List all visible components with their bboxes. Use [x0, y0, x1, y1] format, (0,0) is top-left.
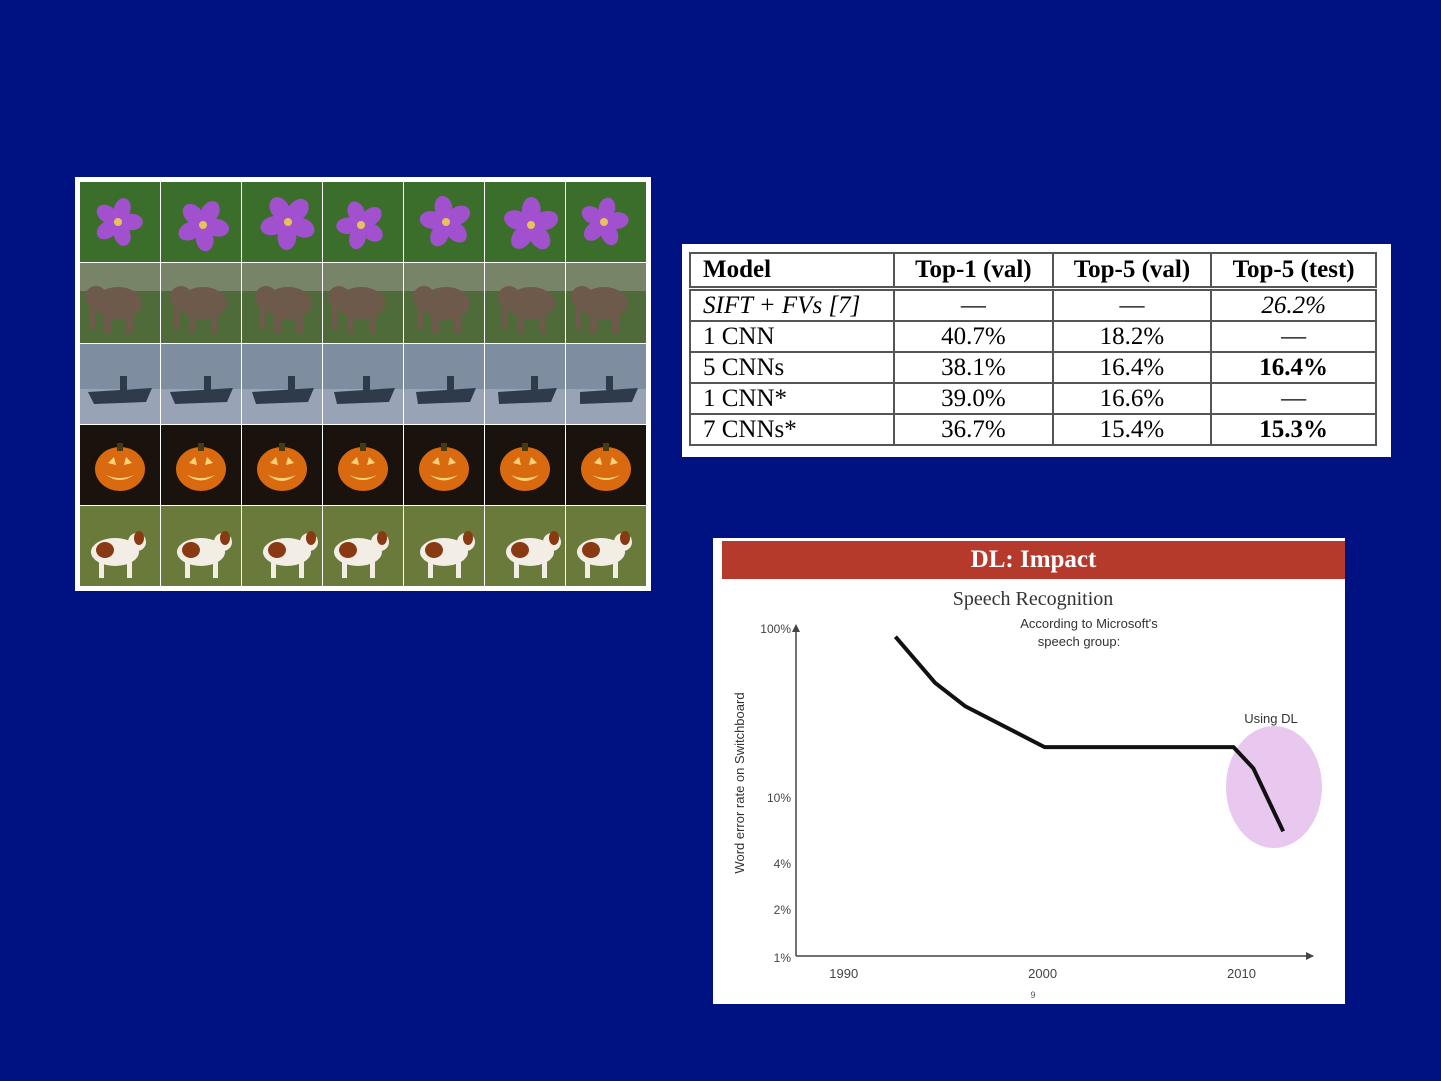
y-axis-arrow: [792, 624, 800, 632]
grid-image-elephant: [323, 263, 403, 343]
y-tick-label: 2%: [774, 903, 792, 917]
chart-title: Speech Recognition: [953, 588, 1114, 610]
cell-top1-val: 36.7%: [893, 413, 1054, 446]
cell-model: 7 CNNs*: [688, 413, 896, 446]
grid-image-aircraft-carrier: [80, 344, 160, 424]
grid-image-flower: [323, 182, 403, 262]
grid-image-jack-o-lantern: [242, 425, 322, 505]
annotation-using-dl: Using DL: [1244, 711, 1297, 726]
table-row: 1 CNN 40.7% 18.2% —: [688, 320, 1377, 353]
grid-image-dog: [80, 506, 160, 586]
cell-top5-val: —: [1051, 286, 1213, 322]
cell-top1-val: 38.1%: [893, 351, 1054, 384]
dl-impact-slide: DL: Impact Speech Recognition According …: [713, 538, 1345, 1004]
grid-image-aircraft-carrier: [161, 344, 241, 424]
imagenet-sample-grid: [75, 177, 651, 591]
grid-image-jack-o-lantern: [80, 425, 160, 505]
grid-image-jack-o-lantern: [161, 425, 241, 505]
grid-image-elephant: [80, 263, 160, 343]
cell-top1-val: —: [893, 286, 1054, 322]
cell-model: 1 CNN*: [688, 382, 896, 415]
grid-image-elephant: [485, 263, 565, 343]
header-top5-test: Top-5 (test): [1210, 252, 1377, 290]
x-axis-arrow: [1306, 952, 1314, 960]
image-grid-inner: [80, 182, 646, 586]
cell-top5-val: 18.2%: [1051, 320, 1213, 353]
cell-top5-val: 16.6%: [1051, 382, 1213, 415]
y-tick-label: 100%: [760, 622, 791, 636]
grid-image-dog: [161, 506, 241, 586]
cell-model: 5 CNNs: [688, 351, 896, 384]
table-row: 5 CNNs 38.1% 16.4% 16.4%: [688, 351, 1377, 384]
grid-image-jack-o-lantern: [323, 425, 403, 505]
using-dl-highlight: [1226, 726, 1322, 848]
grid-image-dog: [242, 506, 322, 586]
grid-image-aircraft-carrier: [404, 344, 484, 424]
header-model: Model: [688, 252, 896, 290]
x-tick-label: 2010: [1227, 966, 1256, 981]
grid-image-flower: [404, 182, 484, 262]
y-tick-label: 1%: [774, 951, 792, 965]
x-tick-label: 1990: [829, 966, 858, 981]
grid-image-flower: [161, 182, 241, 262]
cell-top5-test: 15.3%: [1210, 413, 1377, 446]
cell-top5-val: 15.4%: [1051, 413, 1213, 446]
grid-image-dog: [566, 506, 646, 586]
cell-top5-val: 16.4%: [1051, 351, 1213, 384]
grid-image-flower: [242, 182, 322, 262]
grid-image-dog: [404, 506, 484, 586]
grid-image-flower: [485, 182, 565, 262]
results-table-card: Model Top-1 (val) Top-5 (val) Top-5 (tes…: [682, 244, 1391, 457]
table-row: SIFT + FVs [7] — — 26.2%: [688, 286, 1377, 322]
grid-image-dog: [323, 506, 403, 586]
cell-model: SIFT + FVs [7]: [688, 286, 896, 322]
results-table: Model Top-1 (val) Top-5 (val) Top-5 (tes…: [688, 252, 1377, 446]
grid-image-elephant: [242, 263, 322, 343]
grid-image-aircraft-carrier: [242, 344, 322, 424]
y-tick-label: 10%: [767, 791, 791, 805]
grid-image-jack-o-lantern: [404, 425, 484, 505]
y-tick-labels: 100% 10% 4% 2% 1%: [760, 622, 791, 965]
grid-image-flower: [80, 182, 160, 262]
grid-image-aircraft-carrier: [485, 344, 565, 424]
cell-top1-val: 40.7%: [893, 320, 1054, 353]
cell-top1-val: 39.0%: [893, 382, 1054, 415]
grid-image-aircraft-carrier: [323, 344, 403, 424]
table-row: 7 CNNs* 36.7% 15.4% 15.3%: [688, 413, 1377, 446]
table-row: 1 CNN* 39.0% 16.6% —: [688, 382, 1377, 415]
annotation-source-line1: According to Microsoft's: [1020, 616, 1158, 631]
cell-top5-test: 16.4%: [1210, 351, 1377, 384]
header-top1-val: Top-1 (val): [893, 252, 1054, 290]
grid-image-flower: [566, 182, 646, 262]
grid-image-elephant: [566, 263, 646, 343]
chart-axes: [792, 624, 1314, 960]
x-tick-label: 2000: [1028, 966, 1057, 981]
cell-model: 1 CNN: [688, 320, 896, 353]
cell-top5-test: 26.2%: [1210, 286, 1377, 322]
y-tick-label: 4%: [774, 857, 792, 871]
grid-image-elephant: [404, 263, 484, 343]
header-top5-val: Top-5 (val): [1051, 252, 1213, 290]
y-axis-label: Word error rate on Switchboard: [732, 692, 747, 873]
grid-image-aircraft-carrier: [566, 344, 646, 424]
grid-image-elephant: [161, 263, 241, 343]
grid-image-jack-o-lantern: [566, 425, 646, 505]
speech-recognition-chart: Speech Recognition According to Microsof…: [732, 588, 1322, 1000]
grid-image-jack-o-lantern: [485, 425, 565, 505]
x-tick-labels: 1990 2000 2010: [829, 966, 1256, 981]
dl-impact-header: DL: Impact: [722, 541, 1345, 579]
cell-top5-test: —: [1210, 320, 1377, 353]
table-header-row: Model Top-1 (val) Top-5 (val) Top-5 (tes…: [688, 252, 1377, 290]
error-rate-series-line: [893, 635, 1286, 833]
cell-top5-test: —: [1210, 382, 1377, 415]
grid-image-dog: [485, 506, 565, 586]
page-number: 9: [1030, 990, 1035, 1000]
annotation-source-line2: speech group:: [1038, 634, 1120, 649]
